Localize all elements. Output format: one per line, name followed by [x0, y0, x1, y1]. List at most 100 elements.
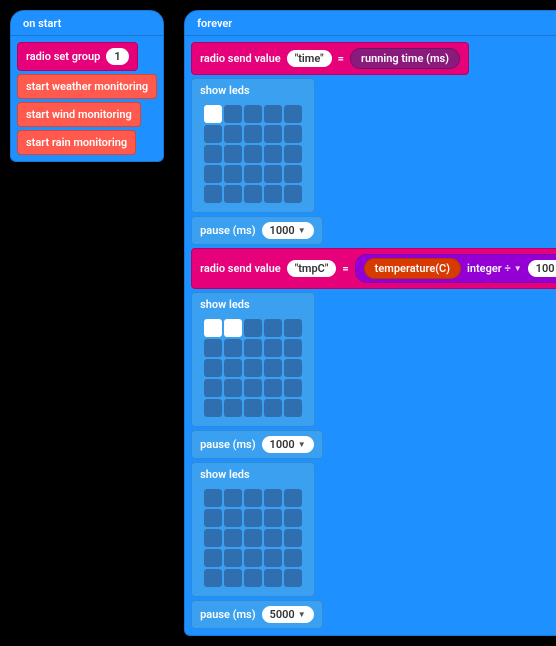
- led-cell[interactable]: [244, 509, 262, 527]
- led-cell[interactable]: [224, 549, 242, 567]
- led-cell[interactable]: [224, 529, 242, 547]
- led-cell[interactable]: [284, 339, 302, 357]
- radio-send-name-time[interactable]: "time": [287, 50, 332, 67]
- led-cell[interactable]: [244, 379, 262, 397]
- led-cell[interactable]: [264, 509, 282, 527]
- on-start-stack[interactable]: on start radio set group 1 start weather…: [10, 10, 164, 162]
- led-cell[interactable]: [264, 399, 282, 417]
- radio-set-group-block[interactable]: radio set group 1: [17, 42, 138, 71]
- led-cell[interactable]: [224, 105, 242, 123]
- led-cell[interactable]: [204, 105, 222, 123]
- show-leds-3-block[interactable]: show leds: [191, 462, 315, 597]
- led-cell[interactable]: [284, 549, 302, 567]
- led-cell[interactable]: [244, 549, 262, 567]
- led-cell[interactable]: [264, 379, 282, 397]
- pause-1-block[interactable]: pause (ms) 1000 ▼: [191, 216, 323, 245]
- on-start-hat[interactable]: on start: [10, 10, 164, 36]
- led-cell[interactable]: [204, 359, 222, 377]
- led-cell[interactable]: [284, 319, 302, 337]
- led-cell[interactable]: [244, 529, 262, 547]
- led-cell[interactable]: [204, 185, 222, 203]
- led-cell[interactable]: [204, 379, 222, 397]
- divisor-value[interactable]: 100: [528, 260, 556, 277]
- pause-3-block[interactable]: pause (ms) 5000 ▼: [191, 600, 323, 629]
- led-cell[interactable]: [204, 489, 222, 507]
- show-leds-2-block[interactable]: show leds: [191, 292, 315, 427]
- led-cell[interactable]: [224, 125, 242, 143]
- led-cell[interactable]: [224, 379, 242, 397]
- led-cell[interactable]: [284, 165, 302, 183]
- forever-hat[interactable]: forever: [184, 10, 556, 36]
- led-cell[interactable]: [204, 319, 222, 337]
- start-rain-block[interactable]: start rain monitoring: [17, 130, 136, 155]
- led-cell[interactable]: [224, 339, 242, 357]
- led-grid-3[interactable]: [200, 485, 306, 591]
- led-cell[interactable]: [284, 489, 302, 507]
- pause-1-value[interactable]: 1000 ▼: [262, 222, 314, 239]
- led-cell[interactable]: [264, 165, 282, 183]
- led-cell[interactable]: [264, 489, 282, 507]
- led-grid-1[interactable]: [200, 101, 306, 207]
- led-cell[interactable]: [244, 569, 262, 587]
- led-cell[interactable]: [244, 125, 262, 143]
- radio-send-name-tmpc[interactable]: "tmpC": [287, 260, 337, 277]
- radio-send-time-block[interactable]: radio send value "time" = running time (…: [191, 42, 469, 75]
- led-cell[interactable]: [204, 509, 222, 527]
- pause-3-value[interactable]: 5000 ▼: [262, 606, 314, 623]
- led-cell[interactable]: [264, 125, 282, 143]
- integer-divide-op[interactable]: integer ÷ ▼: [467, 262, 522, 275]
- led-cell[interactable]: [244, 319, 262, 337]
- pause-2-block[interactable]: pause (ms) 1000 ▼: [191, 430, 323, 459]
- led-cell[interactable]: [264, 339, 282, 357]
- led-cell[interactable]: [204, 549, 222, 567]
- led-cell[interactable]: [224, 165, 242, 183]
- led-cell[interactable]: [244, 399, 262, 417]
- led-cell[interactable]: [204, 145, 222, 163]
- led-cell[interactable]: [224, 185, 242, 203]
- led-cell[interactable]: [224, 145, 242, 163]
- led-cell[interactable]: [264, 319, 282, 337]
- led-cell[interactable]: [284, 125, 302, 143]
- led-cell[interactable]: [284, 359, 302, 377]
- led-cell[interactable]: [244, 359, 262, 377]
- led-cell[interactable]: [244, 145, 262, 163]
- led-cell[interactable]: [224, 399, 242, 417]
- led-cell[interactable]: [204, 125, 222, 143]
- math-divide-block[interactable]: temperature(C) integer ÷ ▼ 100: [355, 254, 556, 283]
- led-cell[interactable]: [224, 569, 242, 587]
- led-cell[interactable]: [284, 529, 302, 547]
- led-cell[interactable]: [264, 105, 282, 123]
- led-cell[interactable]: [284, 145, 302, 163]
- led-cell[interactable]: [284, 509, 302, 527]
- led-cell[interactable]: [264, 529, 282, 547]
- led-cell[interactable]: [264, 359, 282, 377]
- led-cell[interactable]: [224, 319, 242, 337]
- running-time-reporter[interactable]: running time (ms): [350, 48, 460, 69]
- led-cell[interactable]: [284, 399, 302, 417]
- led-cell[interactable]: [284, 105, 302, 123]
- led-cell[interactable]: [284, 379, 302, 397]
- start-weather-block[interactable]: start weather monitoring: [17, 74, 157, 99]
- led-cell[interactable]: [204, 165, 222, 183]
- led-cell[interactable]: [204, 569, 222, 587]
- temperature-reporter[interactable]: temperature(C): [364, 258, 461, 279]
- start-wind-block[interactable]: start wind monitoring: [17, 102, 141, 127]
- led-cell[interactable]: [244, 105, 262, 123]
- led-cell[interactable]: [224, 509, 242, 527]
- led-cell[interactable]: [244, 489, 262, 507]
- led-cell[interactable]: [264, 569, 282, 587]
- forever-stack[interactable]: forever radio send value "time" = runnin…: [184, 10, 556, 636]
- led-cell[interactable]: [224, 359, 242, 377]
- led-cell[interactable]: [204, 529, 222, 547]
- led-cell[interactable]: [284, 185, 302, 203]
- led-cell[interactable]: [244, 165, 262, 183]
- led-cell[interactable]: [284, 569, 302, 587]
- led-cell[interactable]: [224, 489, 242, 507]
- led-cell[interactable]: [244, 339, 262, 357]
- show-leds-1-block[interactable]: show leds: [191, 78, 315, 213]
- radio-send-tmpc-block[interactable]: radio send value "tmpC" = temperature(C)…: [191, 248, 556, 289]
- led-cell[interactable]: [264, 185, 282, 203]
- led-cell[interactable]: [264, 145, 282, 163]
- led-cell[interactable]: [204, 399, 222, 417]
- led-cell[interactable]: [244, 185, 262, 203]
